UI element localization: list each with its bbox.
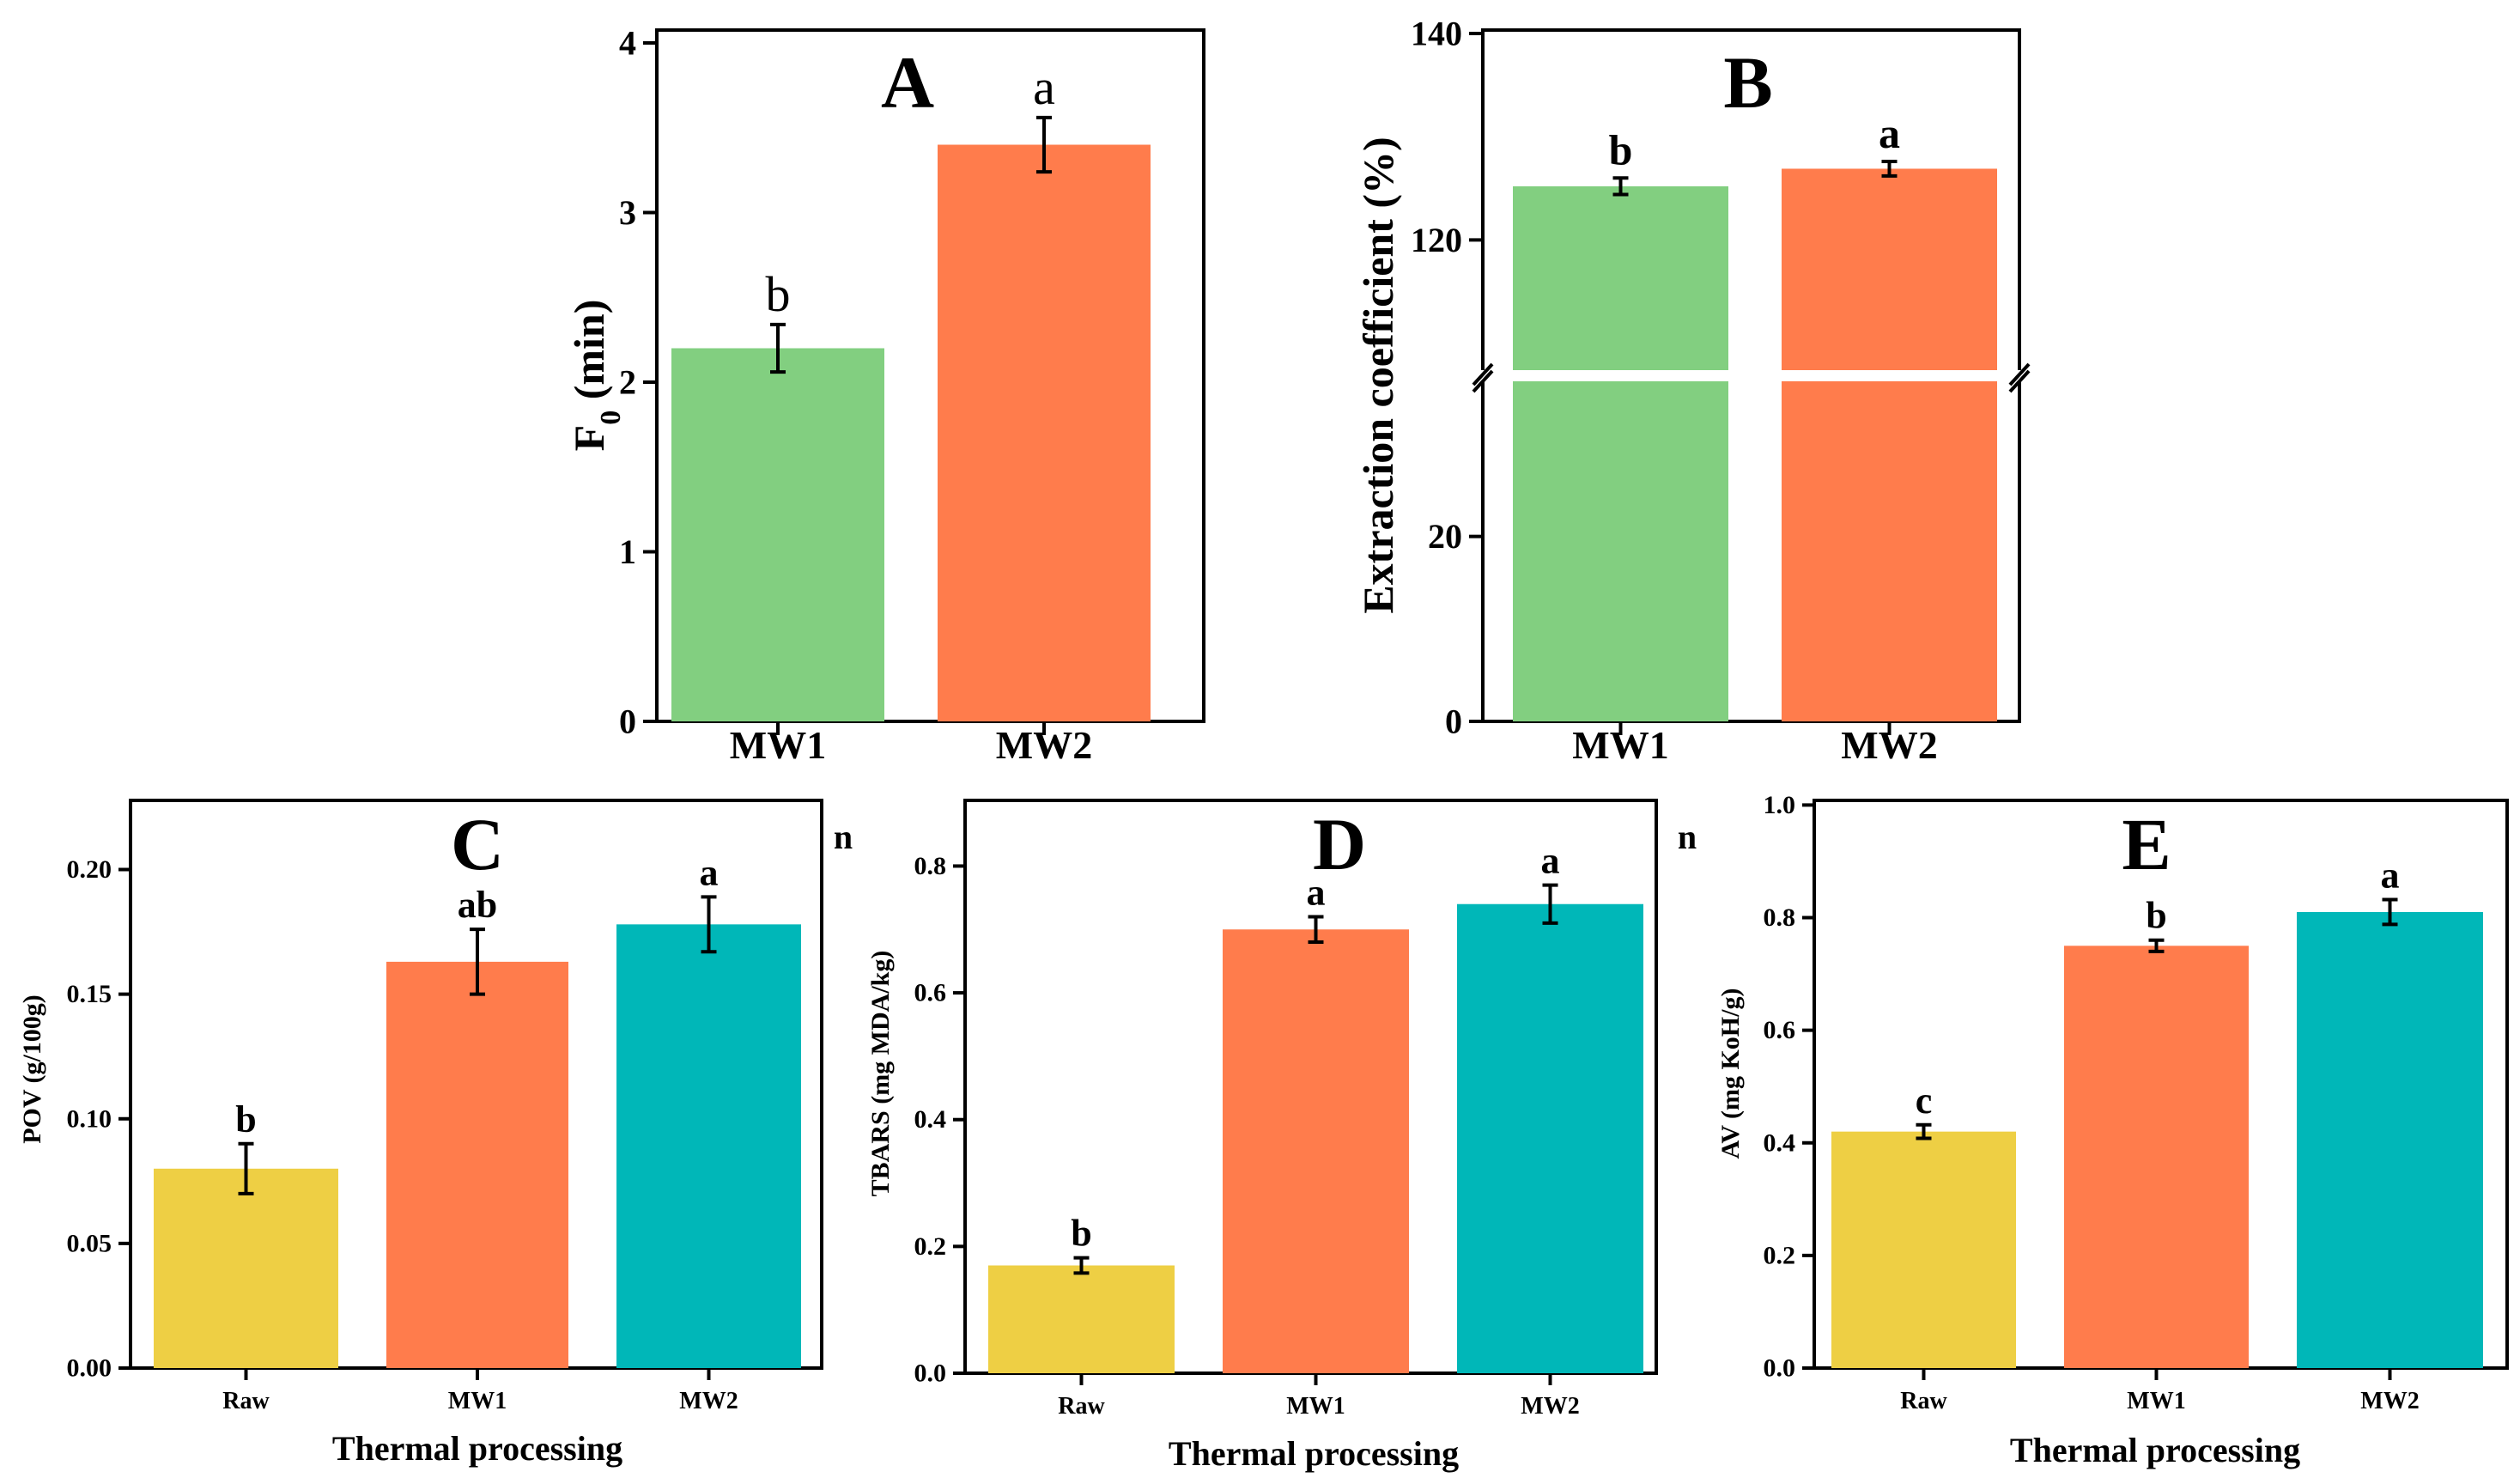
significance-letter: b [766, 266, 791, 322]
significance-letter: c [1916, 1080, 1933, 1122]
y-tick-label: 1 [619, 532, 636, 571]
bar-mw1 [671, 348, 884, 721]
x-tick-label: MW1 [1572, 723, 1668, 767]
x-tick-label: Raw [1900, 1388, 1947, 1414]
bar-raw [1831, 1131, 2016, 1368]
x-tick-label: MW2 [1841, 723, 1937, 767]
y-tick-label: 0.00 [67, 1354, 112, 1383]
panel-c-x-axis-title: Thermal processing [332, 1429, 622, 1468]
x-tick-label: MW1 [2127, 1388, 2185, 1414]
y-tick-label: 0.15 [67, 980, 112, 1008]
panel-e-x-axis-title: Thermal processing [2010, 1431, 2300, 1469]
y-tick-label: 0.05 [67, 1229, 112, 1257]
panel-d-label: D [1313, 803, 1366, 885]
bar-mw2 [616, 924, 801, 1368]
bar-mw1 [1223, 929, 1409, 1373]
panel-e: 0.0 0.2 0.4 0.6 0.8 1.0 c Raw b MW1 a MW2 E AV (mg… [1716, 791, 2509, 1469]
bar-mw2 [1457, 903, 1643, 1373]
bar-raw [154, 1168, 338, 1368]
axis-break-marker-left [1472, 362, 1494, 393]
bar-raw [988, 1265, 1175, 1373]
significance-letter: b [2146, 895, 2166, 937]
y-tick-label: 0 [619, 702, 636, 741]
x-tick-label: MW2 [1521, 1393, 1579, 1420]
y-tick-label: 0.0 [1764, 1354, 1796, 1383]
panel-e-y-axis-title: AV (mg KoH/g) [1716, 988, 1745, 1159]
x-tick-label: MW1 [730, 723, 826, 767]
stray-glyph: n [834, 818, 853, 856]
panel-b-y-axis-title: Extraction coefficient (%) [1354, 137, 1402, 613]
y-tick-label: 0.6 [1764, 1016, 1796, 1044]
x-tick-label: MW2 [996, 723, 1092, 767]
y-tick-label: 0 [1445, 702, 1462, 741]
significance-letter: a [2381, 855, 2400, 897]
y-tick-label: 20 [1428, 517, 1462, 556]
panel-c-label: C [451, 803, 504, 885]
panel-e-label: E [2122, 803, 2171, 885]
y-tick-label: 0.2 [1764, 1241, 1796, 1269]
x-tick-label: Raw [1058, 1393, 1105, 1420]
y-tick-label: 0.0 [914, 1359, 947, 1388]
y-tick-label: 0.10 [67, 1104, 112, 1133]
bar-mw1 [1513, 186, 1728, 721]
significance-letter: b [1609, 125, 1633, 173]
significance-letter: a [1541, 840, 1560, 882]
y-tick-label: 140 [1411, 15, 1462, 53]
y-tick-label: 0.2 [914, 1232, 947, 1261]
y-tick-label: 0.20 [67, 855, 112, 884]
y-tick-label: 0.4 [1764, 1128, 1796, 1157]
bar-mw1 [2064, 946, 2249, 1368]
panel-d-y-axis-title: TBARS (mg MDA/kg) [866, 951, 895, 1197]
panel-a-y-axis-title: F0 (min) [565, 300, 627, 452]
significance-letter: a [700, 851, 719, 893]
significance-letter: ab [458, 884, 497, 926]
y-tick-label: 0.6 [914, 979, 947, 1007]
y-tick-label: 4 [619, 24, 636, 63]
panel-a: 0 1 2 3 4 b MW1 a MW2 A F0 (min) [565, 24, 1205, 767]
x-tick-label: Raw [222, 1388, 270, 1414]
significance-letter: b [1071, 1213, 1091, 1255]
panel-b: 0 20 120 140 b MW1 a MW2 B Extraction coeffici… [1354, 15, 2031, 767]
stray-glyph: n [1678, 818, 1697, 856]
panel-d: 0.0 0.2 0.4 0.6 0.8 b Raw a MW1 a MW2 D TBARS (mg… [866, 799, 1697, 1473]
x-tick-label: MW1 [1286, 1393, 1345, 1420]
panel-a-label: A [881, 41, 934, 124]
y-tick-label: 2 [619, 363, 636, 402]
panel-c: 0.00 0.05 0.10 0.15 0.20 b Raw ab MW1 a MW2 C POV… [18, 799, 853, 1468]
axis-break-gap [1477, 370, 2026, 381]
x-tick-label: MW2 [679, 1388, 738, 1414]
panel-d-x-axis-title: Thermal processing [1169, 1434, 1459, 1473]
panel-a-frame [655, 28, 1205, 723]
bar-mw2 [1782, 168, 1997, 721]
bar-mw2 [938, 144, 1151, 721]
significance-letter: a [1879, 109, 1900, 157]
bar-mw1 [386, 961, 568, 1368]
significance-letter: b [235, 1098, 256, 1140]
y-tick-label: 0.4 [914, 1105, 947, 1134]
y-tick-label: 0.8 [914, 852, 947, 880]
axis-break-marker-right [2008, 362, 2031, 393]
panel-c-y-axis-title: POV (g/100g) [18, 994, 46, 1144]
x-tick-label: MW2 [2360, 1388, 2419, 1414]
y-tick-label: 3 [619, 193, 636, 232]
y-tick-label: 0.8 [1764, 903, 1796, 932]
panel-b-label: B [1723, 41, 1772, 124]
y-tick-label: 120 [1411, 221, 1462, 259]
significance-letter: a [1033, 59, 1055, 115]
y-tick-label: 1.0 [1764, 791, 1796, 819]
bar-mw2 [2297, 911, 2483, 1368]
significance-letter: a [1307, 871, 1326, 913]
x-tick-label: MW1 [448, 1388, 507, 1414]
